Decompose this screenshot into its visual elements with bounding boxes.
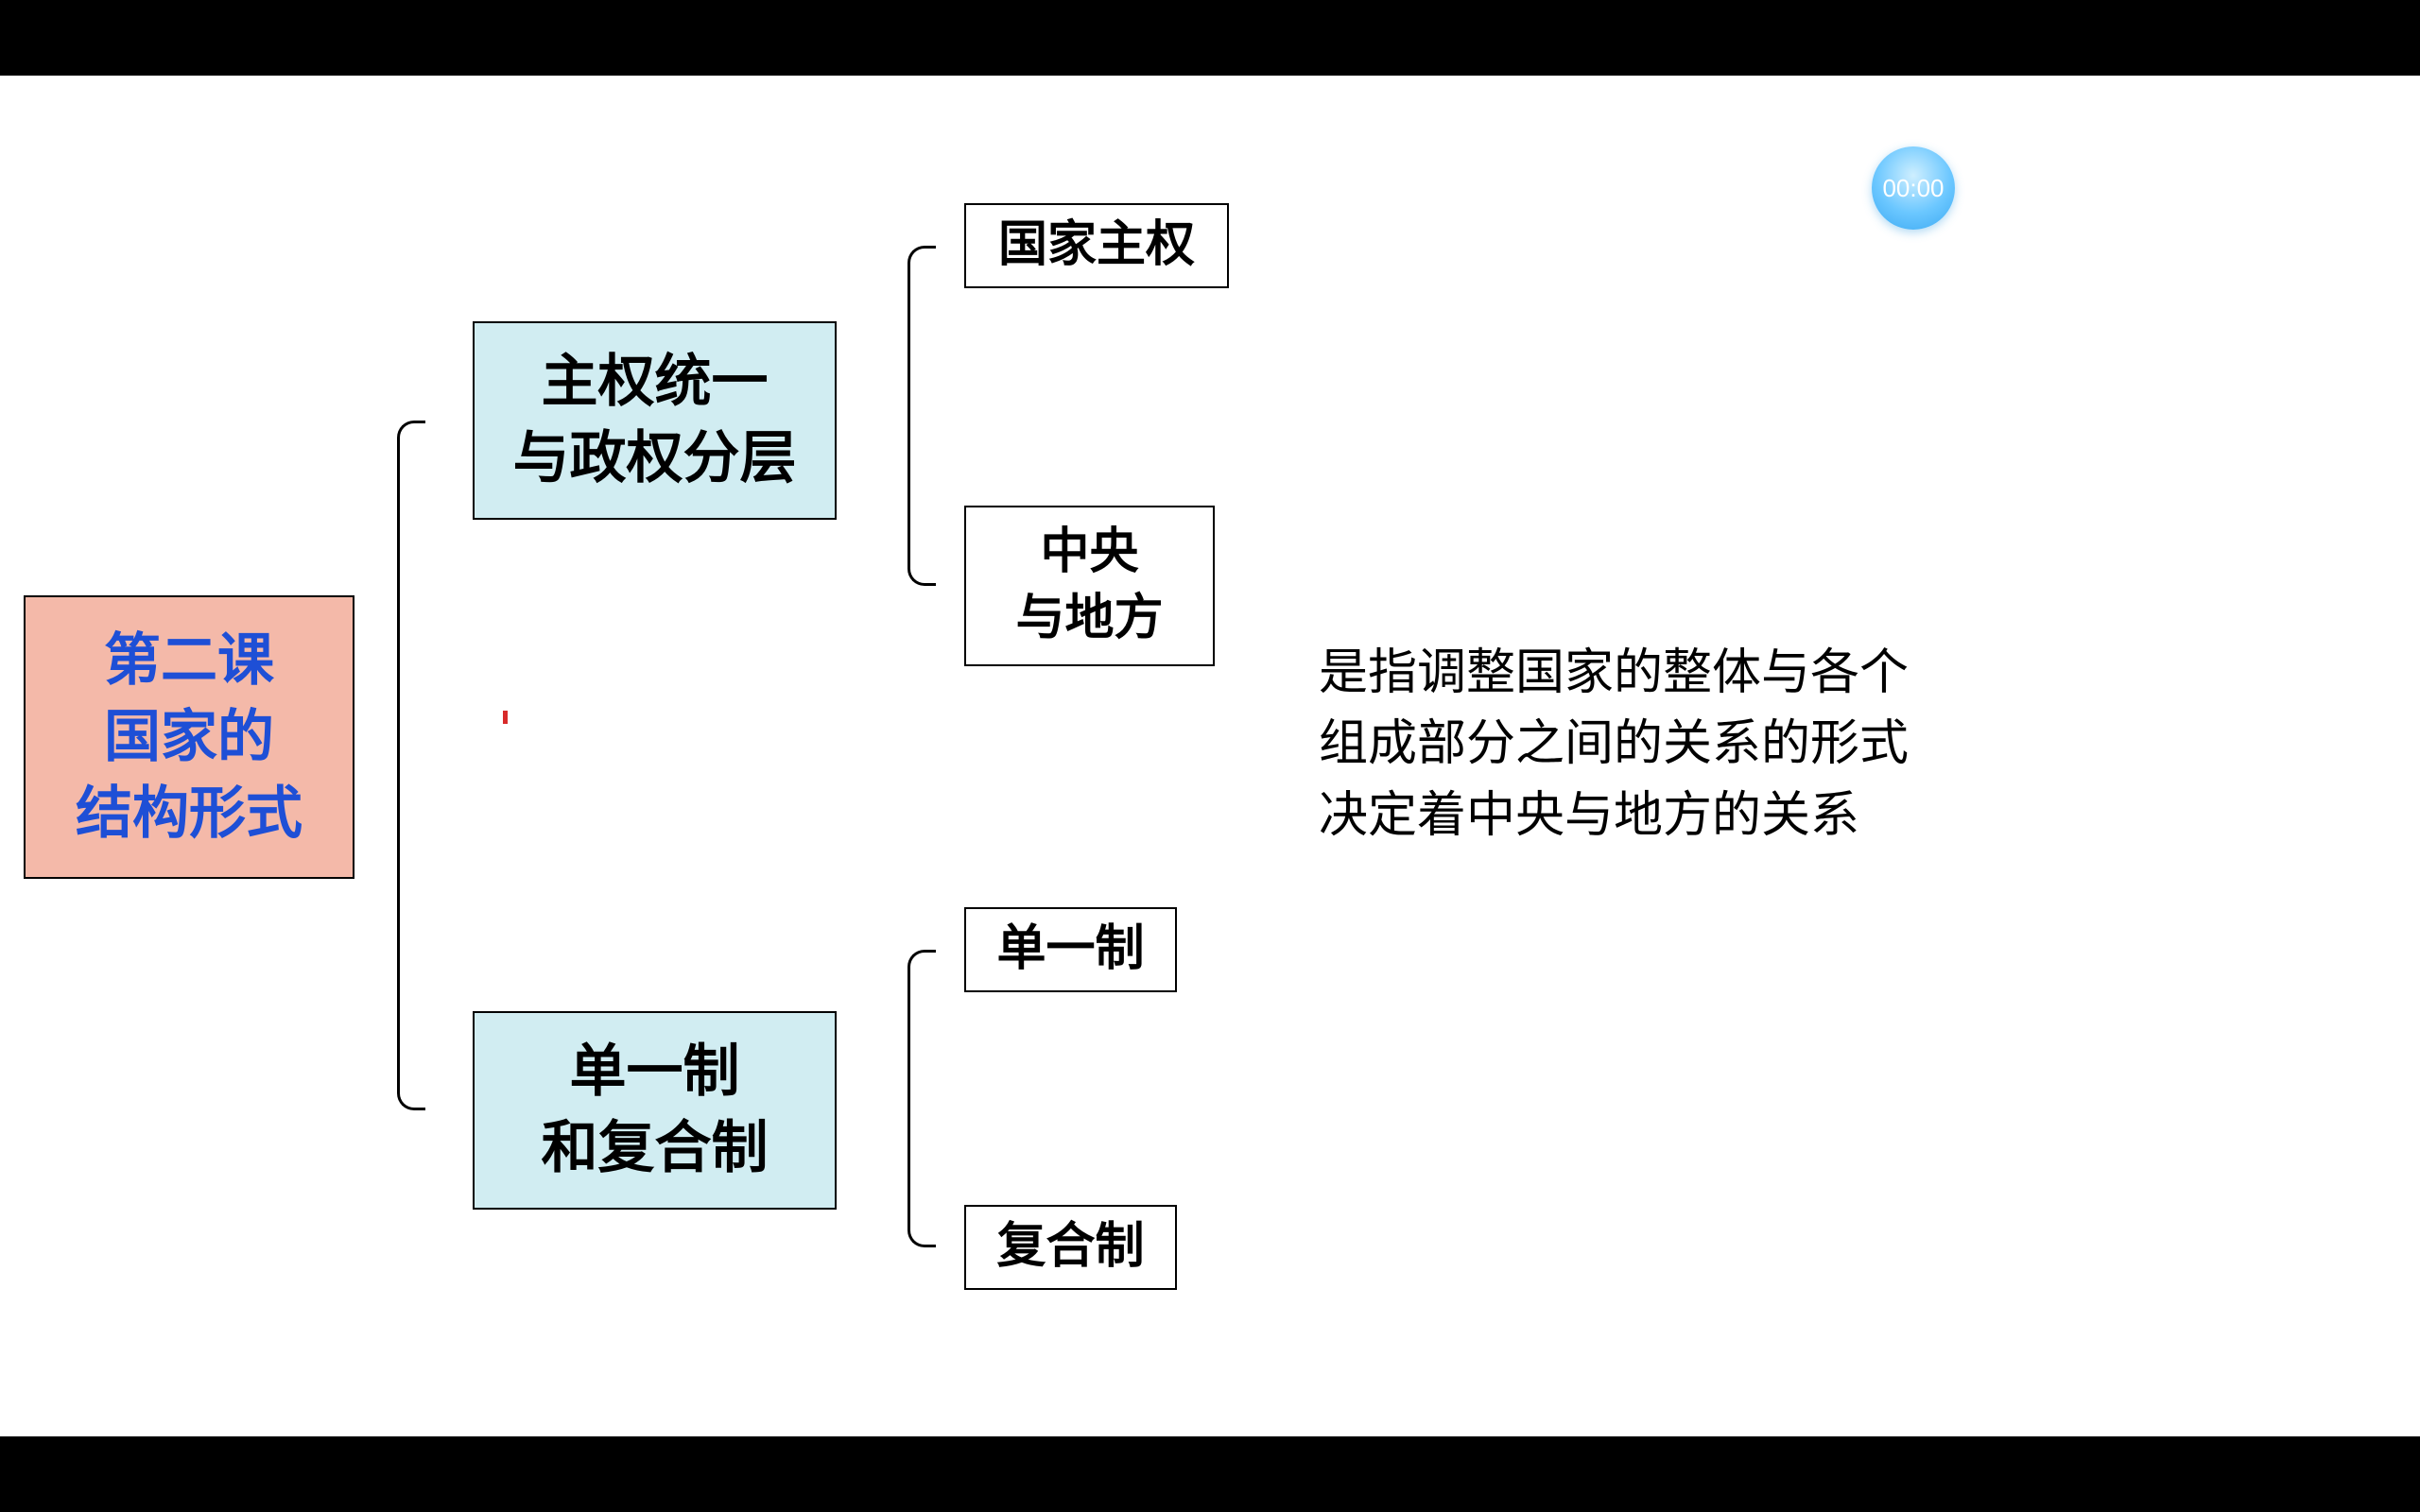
root-bracket xyxy=(397,421,425,1110)
letterbox-top xyxy=(0,0,2420,76)
leaf-bracket-1 xyxy=(908,950,936,1247)
timer-badge[interactable]: 00:00 xyxy=(1872,146,1955,230)
root-line: 国家的 xyxy=(104,699,274,776)
branch-node-1: 单一制和复合制 xyxy=(473,1011,837,1210)
branch-line: 与政权分层 xyxy=(513,421,797,497)
branch-line: 单一制 xyxy=(570,1034,740,1110)
branch-node-0: 主权统一与政权分层 xyxy=(473,321,837,520)
leaf-line: 复合制 xyxy=(996,1214,1144,1280)
branch-line: 和复合制 xyxy=(542,1110,769,1187)
letterbox-bottom xyxy=(0,1436,2420,1512)
leaf-line: 国家主权 xyxy=(998,213,1195,279)
slide-content: 00:00 第二课国家的结构形式 主权统一与政权分层国家主权中央与地方单一制和复… xyxy=(0,76,2420,1436)
leaf-node-1-0: 单一制 xyxy=(964,907,1177,992)
timer-text: 00:00 xyxy=(1882,174,1944,203)
root-line: 第二课 xyxy=(104,623,274,699)
branch-line: 主权统一 xyxy=(542,344,769,421)
annotation-mark xyxy=(503,711,508,724)
leaf-node-0-1: 中央与地方 xyxy=(964,506,1215,666)
leaf-line: 中央 xyxy=(1040,520,1138,586)
leaf-bracket-0 xyxy=(908,246,936,586)
definition-text: 是指调整国家的整体与各个 组成部分之间的关系的形式 决定着中央与地方的关系 xyxy=(1319,638,1909,851)
root-line: 结构形式 xyxy=(76,776,302,852)
leaf-line: 单一制 xyxy=(996,917,1144,983)
leaf-node-1-1: 复合制 xyxy=(964,1205,1177,1290)
root-node: 第二课国家的结构形式 xyxy=(24,595,354,879)
leaf-node-0-0: 国家主权 xyxy=(964,203,1229,288)
leaf-line: 与地方 xyxy=(1015,586,1163,652)
